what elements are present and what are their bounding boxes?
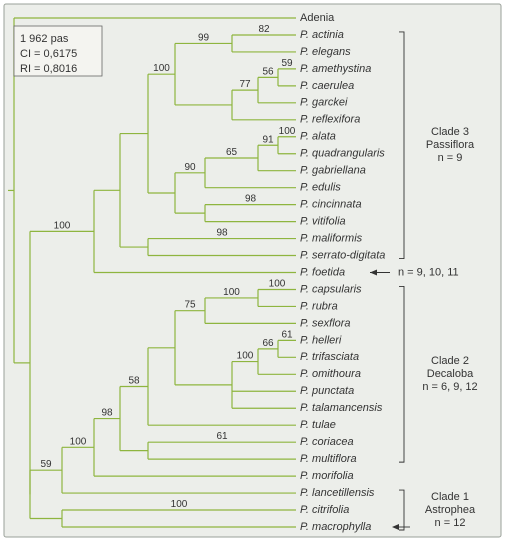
taxon-omithoura: P. omithoura [300,368,361,380]
taxon-foetida: P. foetida [300,266,345,278]
taxon-macrophylla: P. macrophylla [300,521,371,533]
clade-label-clade3-1: Passiflora [426,139,475,151]
taxon-caerulea: P. caerulea [300,80,354,92]
taxon-talamancensis: P. talamancensis [300,402,383,414]
support-value: 75 [184,300,196,311]
taxon-cincinnata: P. cincinnata [300,199,362,211]
support-value: 98 [216,228,228,239]
taxon-maliformis: P. maliformis [300,232,363,244]
support-value: 56 [262,66,274,77]
support-value: 100 [171,499,188,510]
support-value: 100 [54,220,71,231]
support-value: 61 [281,329,293,340]
support-value: 66 [262,338,274,349]
taxon-quadrangularis: P. quadrangularis [300,148,385,160]
taxon-vitifolia: P. vitifolia [300,216,346,228]
info-line-0: 1 962 pas [20,33,69,45]
clade-label-clade2-2: n = 6, 9, 12 [422,381,477,393]
taxon-capsularis: P. capsularis [300,283,362,295]
support-value: 100 [269,278,286,289]
support-value: 100 [279,126,296,137]
taxon-adenia: Adenia [300,12,335,24]
clade-label-clade2-0: Clade 2 [431,355,469,367]
support-value: 100 [153,63,170,74]
support-value: 90 [184,162,196,173]
support-value: 77 [239,79,251,90]
taxon-morifolia: P. morifolia [300,470,354,482]
support-value: 98 [245,194,257,205]
support-value: 59 [281,58,293,69]
support-value: 100 [237,351,254,362]
support-value: 99 [198,32,210,43]
taxon-rubra: P. rubra [300,300,338,312]
taxon-sexflora: P. sexflora [300,317,351,329]
taxon-trifasciata: P. trifasciata [300,351,359,363]
support-value: 100 [70,436,87,447]
support-value: 100 [223,287,240,298]
phylogeny-diagram: 100 100 99 82 77 56 59 90 65 91 100 98 98 59 100 98 58 75… [0,0,505,541]
taxon-tulae: P. tulae [300,419,336,431]
clade-label-clade1-1: Astrophea [425,504,476,516]
support-value: 59 [40,459,52,470]
taxon-amethystina: P. amethystina [300,63,371,75]
taxon-alata: P. alata [300,131,336,143]
clade-label-clade1-2: n = 12 [435,517,466,529]
info-line-2: RI = 0,8016 [20,63,77,75]
support-value: 61 [216,431,228,442]
clade-label-clade3-0: Clade 3 [431,126,469,138]
support-value: 58 [128,375,140,386]
taxon-helleri: P. helleri [300,334,342,346]
info-line-1: CI = 0,6175 [20,48,77,60]
taxon-punctata: P. punctata [300,385,354,397]
taxon-garckei: P. garckei [300,97,348,109]
taxon-actinia: P. actinia [300,29,344,41]
clade-label-clade3-2: n = 9 [438,152,463,164]
note-foetida: n = 9, 10, 11 [398,266,459,278]
support-value: 91 [262,134,274,145]
support-value: 98 [101,408,113,419]
support-value: 65 [226,147,238,158]
taxon-gabriellana: P. gabriellana [300,165,366,177]
taxon-elegans: P. elegans [300,46,351,58]
taxon-serrato: P. serrato-digitata [300,249,385,261]
taxon-lancetillensis: P. lancetillensis [300,487,375,499]
taxon-coriacea: P. coriacea [300,436,354,448]
clade-label-clade2-1: Decaloba [427,368,474,380]
taxon-citrifolia: P. citrifolia [300,504,349,516]
taxon-edulis: P. edulis [300,182,341,194]
taxon-reflexifora: P. reflexifora [300,114,360,126]
clade-label-clade1-0: Clade 1 [431,491,469,503]
support-value: 82 [258,24,270,35]
taxon-multiflora: P. multiflora [300,453,357,465]
